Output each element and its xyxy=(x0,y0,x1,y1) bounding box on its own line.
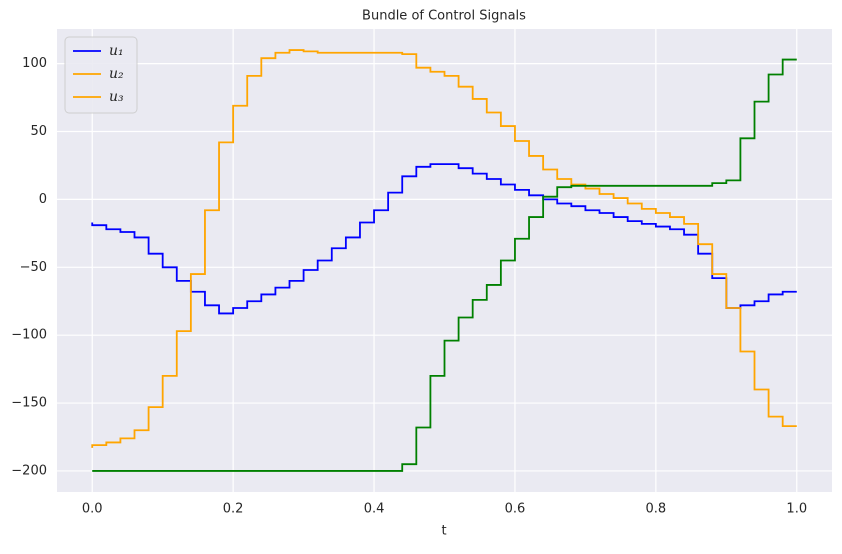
x-tick-label: 0.8 xyxy=(646,502,667,517)
series-line xyxy=(91,163,797,315)
y-tick-label: 0 xyxy=(39,192,47,207)
legend-label: u₂ xyxy=(109,66,124,82)
x-tick-label: 1.0 xyxy=(786,502,807,517)
series-line xyxy=(92,58,797,472)
y-tick-label: 100 xyxy=(22,56,47,71)
x-tick-label: 0.6 xyxy=(505,502,526,517)
x-tick-label: 0.4 xyxy=(364,502,385,517)
y-tick-label: −100 xyxy=(11,328,47,343)
x-axis-label: t xyxy=(441,524,446,539)
y-tick-label: −50 xyxy=(20,260,47,275)
legend-box xyxy=(64,36,138,114)
y-tick-label: −200 xyxy=(11,463,47,478)
plot-area xyxy=(57,29,832,492)
x-tick-label: 0.2 xyxy=(223,502,244,517)
legend-label: u₁ xyxy=(109,43,124,59)
x-tick-label: 0.0 xyxy=(82,502,103,517)
series-line xyxy=(91,49,797,448)
chart-title: Bundle of Control Signals xyxy=(362,9,526,24)
legend-label: u₃ xyxy=(109,89,124,105)
y-tick-label: 50 xyxy=(30,124,47,139)
y-tick-label: −150 xyxy=(11,396,47,411)
